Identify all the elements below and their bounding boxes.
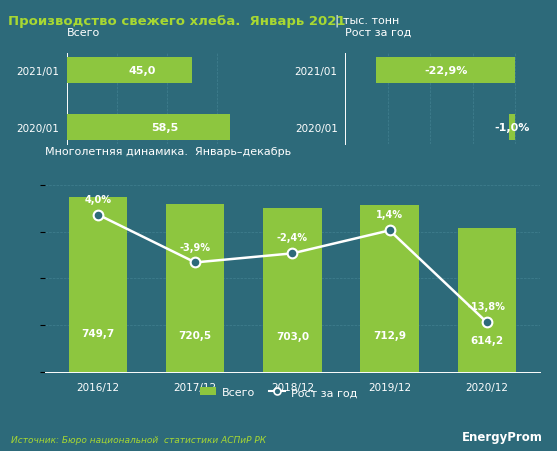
Bar	[69, 197, 127, 372]
Bar	[377, 58, 515, 84]
Bar	[67, 58, 192, 84]
Text: 614,2: 614,2	[470, 336, 504, 345]
Text: 4,0%: 4,0%	[85, 194, 111, 204]
Bar	[263, 208, 321, 372]
Text: Источник: Бюро национальной  статистики АСПиР РК: Источник: Бюро национальной статистики А…	[11, 435, 266, 444]
Text: Многолетняя динамика.  Январь–декабрь: Многолетняя динамика. Январь–декабрь	[45, 147, 291, 156]
Text: тыс. тонн: тыс. тонн	[343, 16, 399, 26]
Text: EnergyProm: EnergyProm	[462, 430, 543, 443]
Bar	[458, 229, 516, 372]
Text: 749,7: 749,7	[81, 329, 115, 339]
Text: 712,9: 712,9	[373, 331, 406, 341]
Text: -22,9%: -22,9%	[424, 66, 467, 76]
Text: Рост за год: Рост за год	[345, 28, 412, 38]
Text: 45,0: 45,0	[128, 66, 156, 76]
Text: 58,5: 58,5	[151, 123, 178, 133]
Text: -13,8%: -13,8%	[468, 302, 506, 312]
Legend: Всего, Рост за год: Всего, Рост за год	[196, 383, 361, 402]
Text: |: |	[334, 15, 339, 28]
Text: 1,4%: 1,4%	[376, 210, 403, 220]
Text: 720,5: 720,5	[179, 330, 212, 340]
Text: 703,0: 703,0	[276, 331, 309, 341]
Bar	[510, 115, 515, 140]
Bar	[166, 204, 224, 372]
Text: Всего: Всего	[67, 28, 100, 38]
Bar	[67, 115, 230, 140]
Text: -3,9%: -3,9%	[180, 242, 211, 252]
Bar	[360, 206, 419, 372]
Text: -2,4%: -2,4%	[277, 233, 308, 243]
Text: -1,0%: -1,0%	[495, 123, 530, 133]
Text: Производство свежего хлеба.  Январь 2021: Производство свежего хлеба. Январь 2021	[8, 15, 346, 28]
